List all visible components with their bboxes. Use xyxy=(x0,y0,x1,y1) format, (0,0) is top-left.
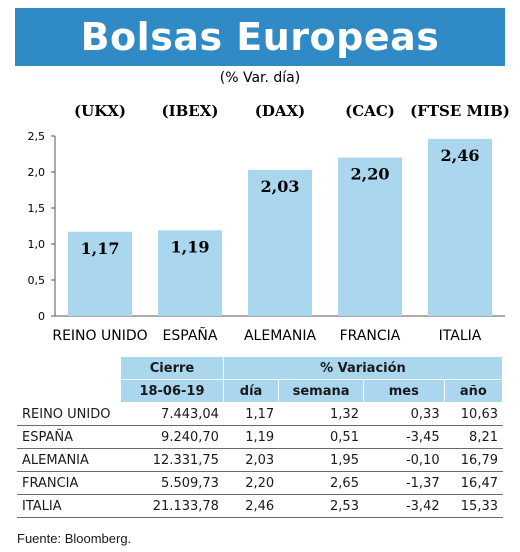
data-label: 2,20 xyxy=(351,165,390,184)
cell-ano: 8,21 xyxy=(443,425,504,449)
y-tick-label: 2,5 xyxy=(28,130,46,143)
data-label: 2,03 xyxy=(261,177,300,196)
header-date: 18-06-19 xyxy=(120,379,224,403)
page-title: Bolsas Europeas xyxy=(80,15,440,59)
bar-2 xyxy=(248,169,312,316)
row-name: ESPAÑA xyxy=(16,425,122,449)
y-tick-label: 2,0 xyxy=(28,166,46,179)
chart-subtitle: (% Var. día) xyxy=(220,70,300,86)
cell-semana: 2,53 xyxy=(278,494,364,518)
cell-dia: 1,19 xyxy=(222,425,280,449)
y-tick-label: 1,0 xyxy=(28,238,46,251)
index-code-label: (CAC) xyxy=(345,102,395,120)
cell-dia: 2,20 xyxy=(222,471,280,495)
cell-mes: -0,10 xyxy=(362,448,445,472)
cell-semana: 1,95 xyxy=(278,448,364,472)
table-row: ESPAÑA 9.240,70 1,19 0,51 -3,45 8,21 xyxy=(16,425,504,449)
cell-mes: -3,42 xyxy=(362,494,445,518)
table-row: ITALIA 21.133,78 2,46 2,53 -3,42 15,33 xyxy=(16,494,504,518)
category-label: ITALIA xyxy=(439,328,482,344)
bar-4 xyxy=(428,138,492,316)
y-tick-label: 0 xyxy=(38,310,45,323)
row-name: FRANCIA xyxy=(16,471,122,495)
cell-dia: 1,17 xyxy=(222,402,280,426)
cell-dia: 2,03 xyxy=(222,448,280,472)
header-semana: semana xyxy=(278,379,364,403)
index-code-label: (DAX) xyxy=(255,102,305,120)
row-name: ITALIA xyxy=(16,494,122,518)
category-label: FRANCIA xyxy=(340,328,401,344)
row-name: ALEMANIA xyxy=(16,448,122,472)
index-code-label: (UKX) xyxy=(74,102,126,120)
header-blank xyxy=(16,356,122,380)
table-header-row-2: 18-06-19 día semana mes año xyxy=(16,379,504,403)
index-code-label: (FTSE MIB) xyxy=(410,102,510,120)
cell-cierre: 7.443,04 xyxy=(120,402,224,426)
header-cierre: Cierre xyxy=(120,356,224,380)
cell-semana: 1,32 xyxy=(278,402,364,426)
table-row: ALEMANIA 12.331,75 2,03 1,95 -0,10 16,79 xyxy=(16,448,504,472)
source-note: Fuente: Bloomberg. xyxy=(17,531,132,546)
table-row: REINO UNIDO 7.443,04 1,17 1,32 0,33 10,63 xyxy=(16,402,504,426)
index-code-label: (IBEX) xyxy=(162,102,219,120)
data-label: 2,46 xyxy=(441,146,480,165)
cell-dia: 2,46 xyxy=(222,494,280,518)
bar-1 xyxy=(158,230,222,316)
cell-mes: -3,45 xyxy=(362,425,445,449)
table-row: FRANCIA 5.509,73 2,20 2,65 -1,37 16,47 xyxy=(16,471,504,495)
y-tick-label: 1,5 xyxy=(28,202,46,215)
cell-mes: -1,37 xyxy=(362,471,445,495)
header-ano: año xyxy=(443,379,504,403)
category-label: ESPAÑA xyxy=(163,327,218,344)
cell-ano: 15,33 xyxy=(443,494,504,518)
cell-cierre: 9.240,70 xyxy=(120,425,224,449)
cell-semana: 0,51 xyxy=(278,425,364,449)
cell-ano: 10,63 xyxy=(443,402,504,426)
category-label: REINO UNIDO xyxy=(52,328,147,344)
bar-3 xyxy=(338,157,402,316)
row-name: REINO UNIDO xyxy=(16,402,122,426)
cell-cierre: 12.331,75 xyxy=(120,448,224,472)
y-tick-label: 0,5 xyxy=(28,274,46,287)
table-header-row-1: Cierre % Variación xyxy=(16,356,504,380)
data-table: Cierre % Variación 18-06-19 día semana m… xyxy=(16,356,504,518)
bar-chart: (% Var. día) 0 0,5 1,0 1,5 2,0 2,5 1,17 (UKX) REI… xyxy=(28,70,510,344)
data-label: 1,19 xyxy=(171,237,210,256)
cell-ano: 16,47 xyxy=(443,471,504,495)
cell-cierre: 5.509,73 xyxy=(120,471,224,495)
title-bar: Bolsas Europeas xyxy=(15,8,505,66)
cell-semana: 2,65 xyxy=(278,471,364,495)
cell-mes: 0,33 xyxy=(362,402,445,426)
cell-cierre: 21.133,78 xyxy=(120,494,224,518)
header-variacion: % Variación xyxy=(222,356,504,380)
header-dia: día xyxy=(222,379,280,403)
cell-ano: 16,79 xyxy=(443,448,504,472)
data-label: 1,17 xyxy=(81,239,120,258)
bar-0 xyxy=(68,231,132,316)
header-blank-2 xyxy=(16,379,122,403)
category-label: ALEMANIA xyxy=(244,328,316,344)
header-mes: mes xyxy=(362,379,445,403)
